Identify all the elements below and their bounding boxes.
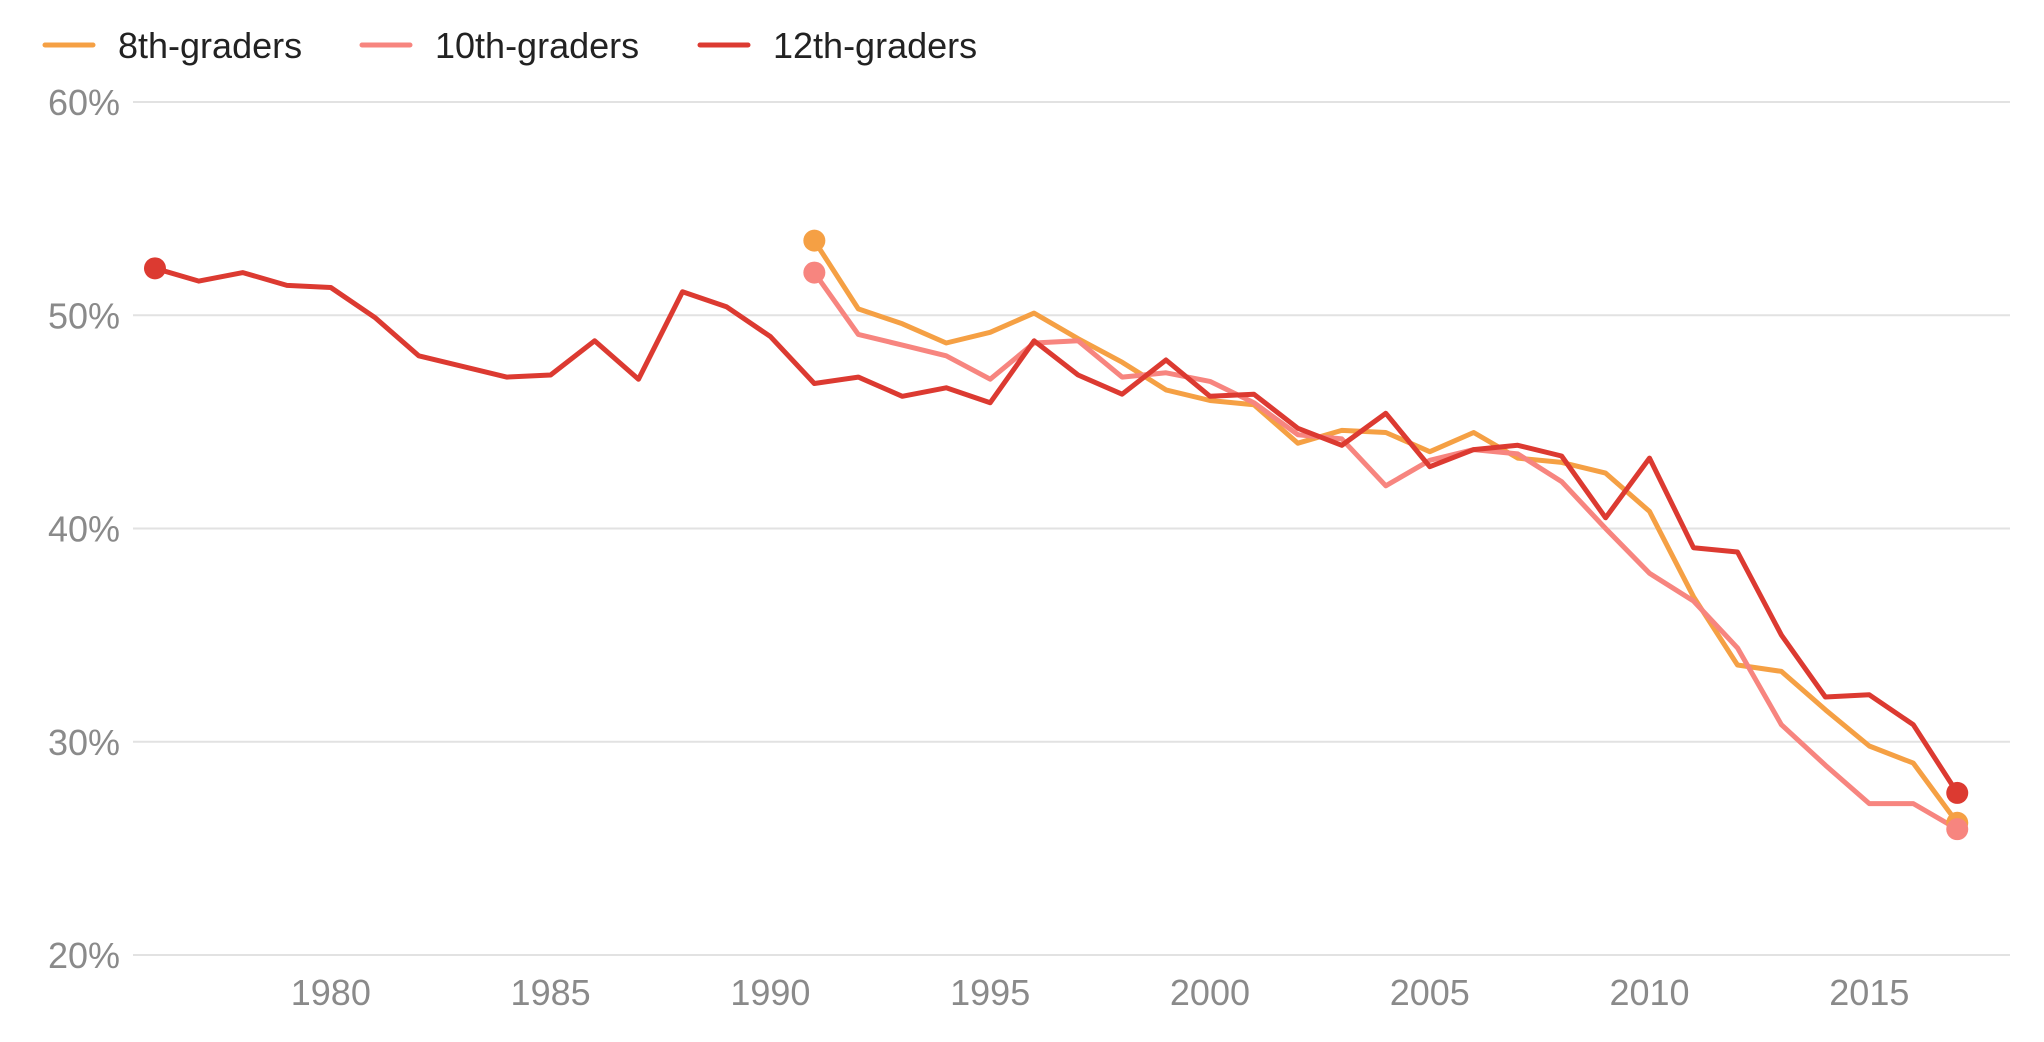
- y-tick-label: 50%: [48, 295, 120, 336]
- x-tick-label: 1995: [950, 972, 1030, 1013]
- y-tick-label: 20%: [48, 935, 120, 976]
- series-line-10th-graders: [811, 270, 1960, 832]
- x-tick-label: 2000: [1170, 972, 1250, 1013]
- x-axis-ticks: 1980 1985 1990 1995 2000 2005 2010 2015: [291, 972, 1910, 1013]
- endpoint-marker-10th-graders-1991: [803, 261, 826, 284]
- legend-item-8th-graders: 8th-graders: [42, 25, 302, 66]
- endpoint-marker-8th-graders-1991: [803, 229, 826, 252]
- series-endpoint-markers: [143, 229, 1969, 841]
- y-gridlines: [133, 101, 2010, 956]
- legend-item-10th-graders: 10th-graders: [359, 25, 639, 66]
- x-tick-label: 2015: [1829, 972, 1909, 1013]
- legend-item-12th-graders: 12th-graders: [697, 25, 977, 66]
- series-lines: [152, 238, 1960, 832]
- legend-label: 10th-graders: [435, 25, 639, 66]
- x-tick-label: 2005: [1390, 972, 1470, 1013]
- x-tick-label: 1985: [511, 972, 591, 1013]
- y-tick-label: 60%: [48, 82, 120, 123]
- y-tick-label: 40%: [48, 509, 120, 550]
- y-tick-label: 30%: [48, 722, 120, 763]
- x-tick-label: 1980: [291, 972, 371, 1013]
- x-tick-label: 2010: [1609, 972, 1689, 1013]
- series-line-12th-graders: [152, 265, 1960, 796]
- endpoint-marker-12th-graders-2017: [1946, 781, 1969, 804]
- chart-legend: 8th-graders 10th-graders 12th-graders: [42, 25, 977, 66]
- y-axis-ticks: 20% 30% 40% 50% 60%: [48, 82, 120, 976]
- legend-label: 8th-graders: [118, 25, 302, 66]
- endpoint-marker-12th-graders-1976: [143, 257, 166, 280]
- series-line-8th-graders: [811, 238, 1960, 826]
- endpoint-marker-10th-graders-2017: [1946, 818, 1969, 841]
- legend-label: 12th-graders: [773, 25, 977, 66]
- x-tick-label: 1990: [730, 972, 810, 1013]
